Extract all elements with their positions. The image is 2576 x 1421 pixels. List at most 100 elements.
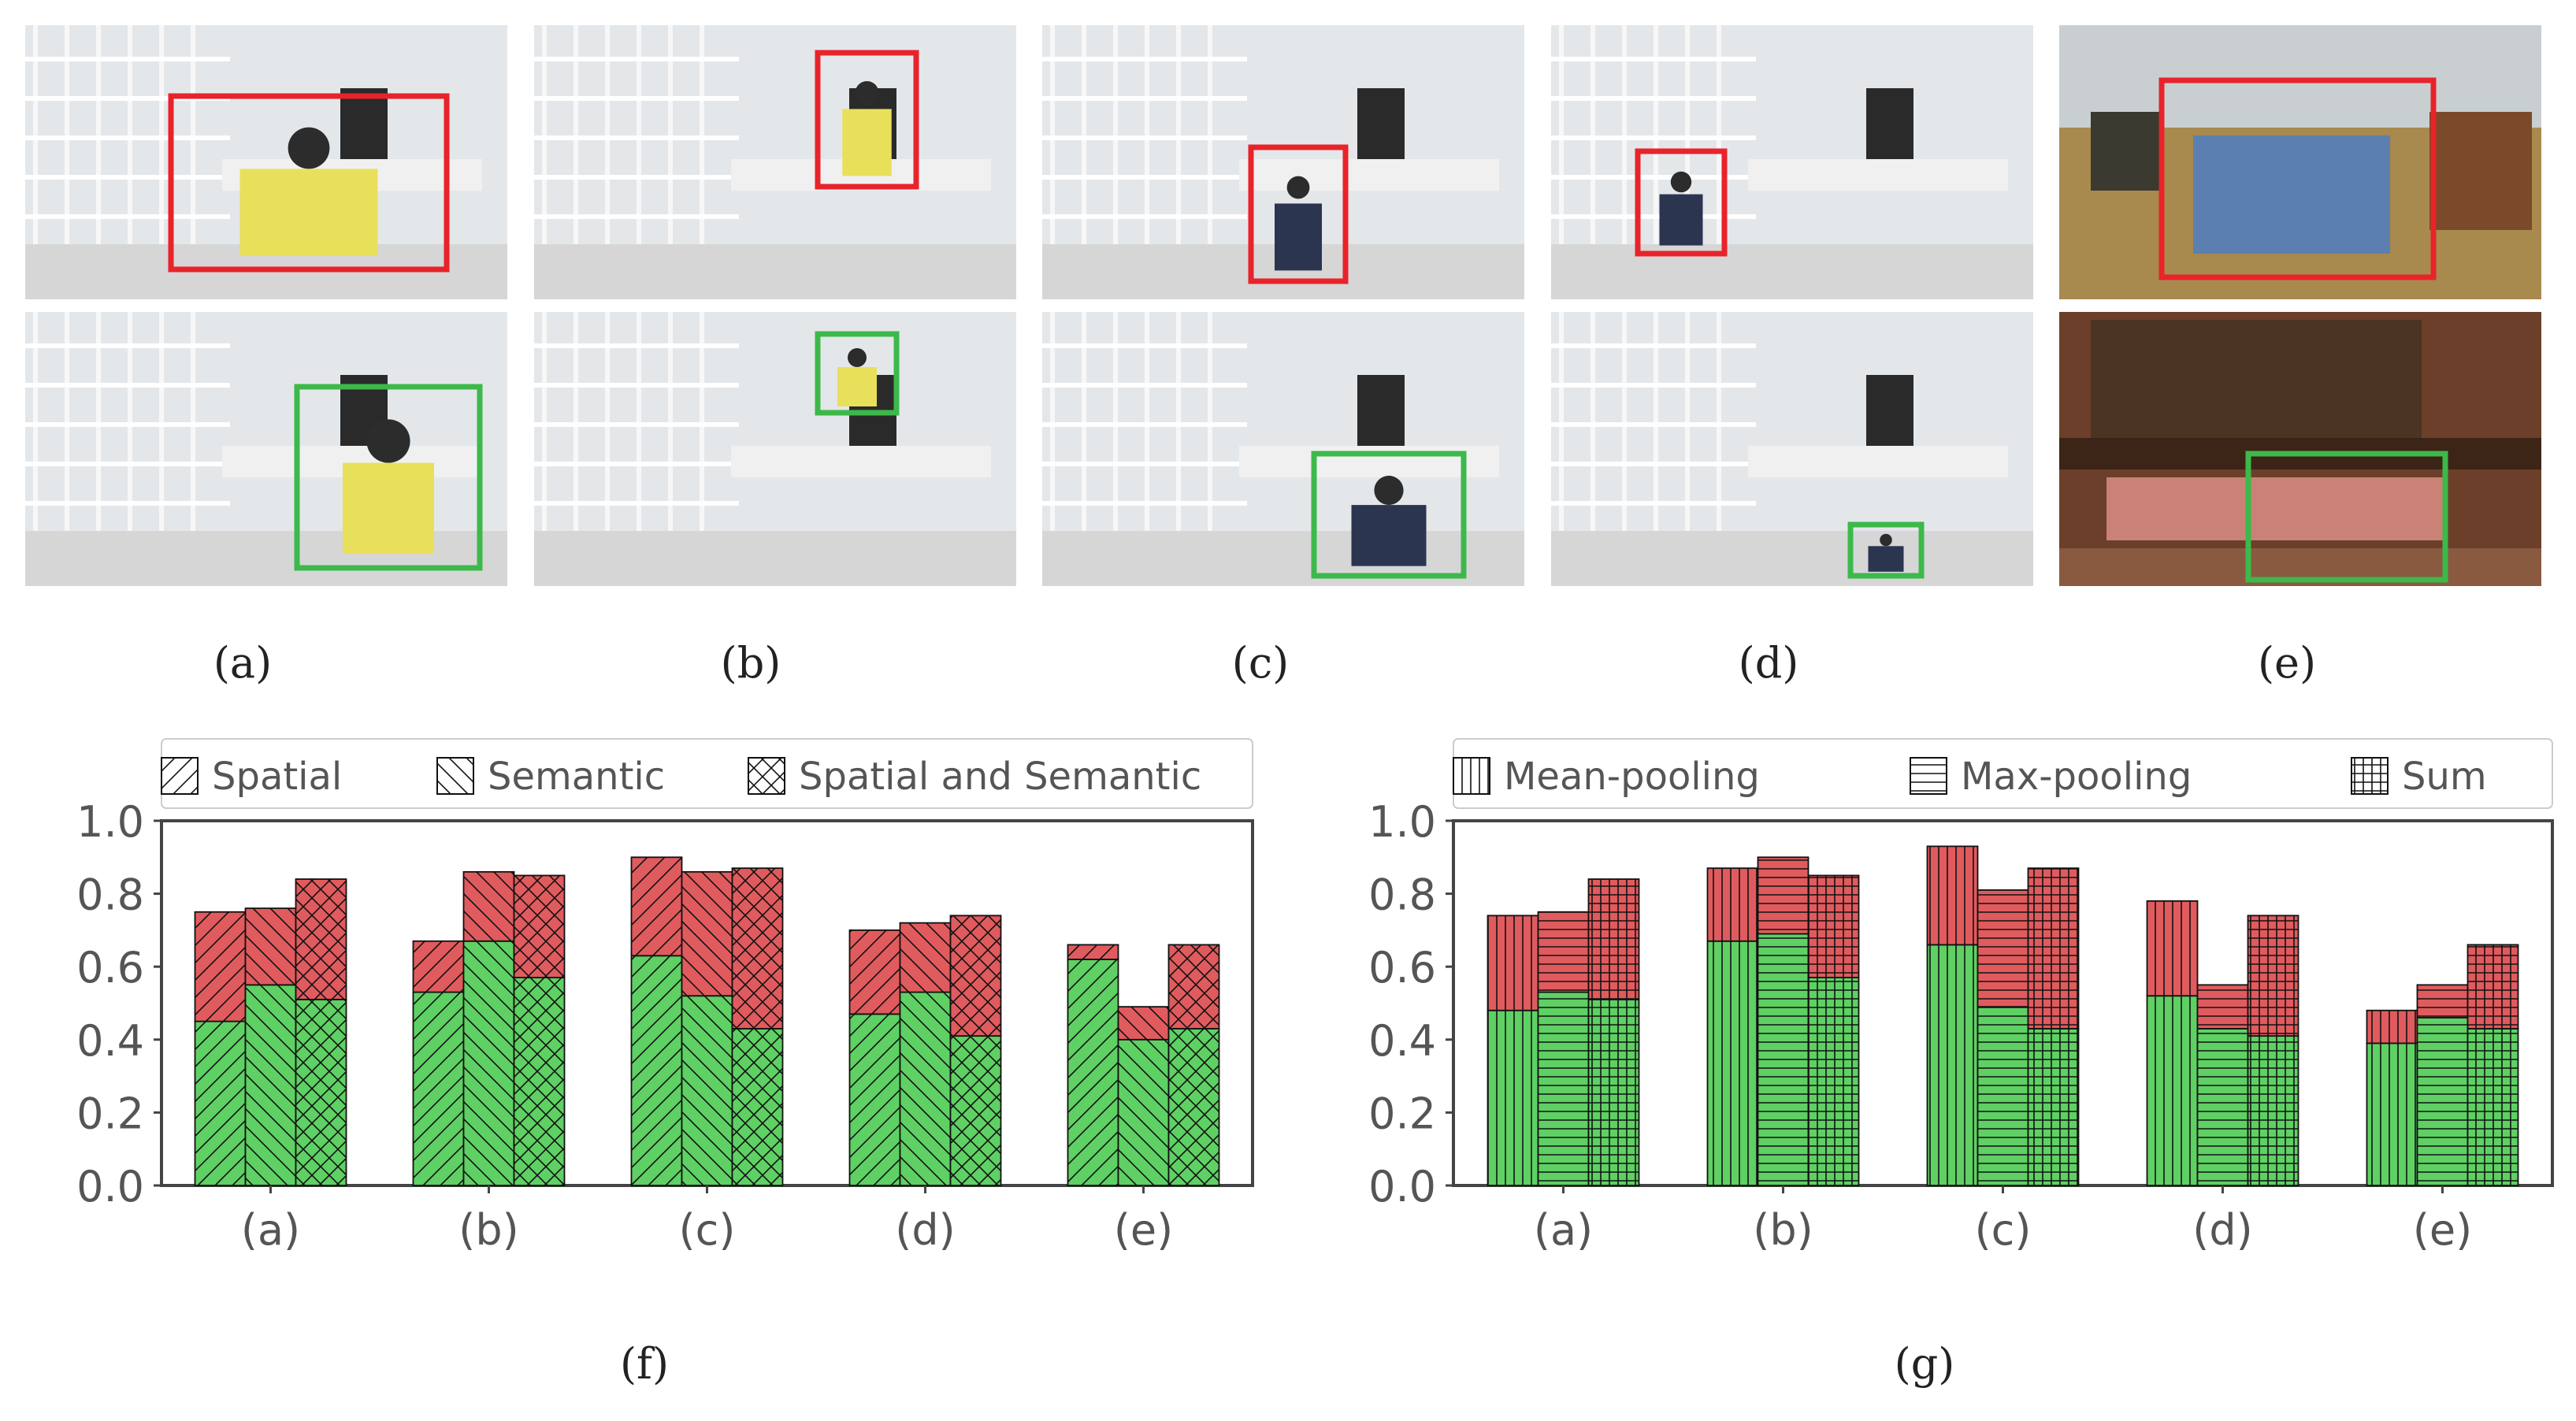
y-tick-label: 0.6 bbox=[76, 943, 144, 992]
scene-illustration bbox=[1551, 312, 2033, 586]
legend-label: Spatial bbox=[212, 755, 342, 799]
bar-upper-hatch bbox=[2416, 984, 2469, 1018]
bar-upper-hatch bbox=[1706, 867, 1759, 942]
bar-upper-hatch bbox=[2467, 944, 2519, 1030]
scene-illustration bbox=[534, 25, 1016, 299]
bar-upper-hatch bbox=[1537, 911, 1590, 993]
bar-lower-hatch bbox=[1537, 991, 1590, 1186]
chart-f-svg: 0.0 0.2 0.4 0.6 0.8 1.0 (a) (b) (c) (d) (e) Spatial… bbox=[76, 738, 1254, 1255]
bar-upper-hatch bbox=[1757, 856, 1810, 935]
y-tick-label: 0.0 bbox=[1368, 1162, 1436, 1211]
scene-photo bbox=[2059, 312, 2541, 586]
bar-upper-hatch bbox=[2366, 1009, 2418, 1044]
bar-lower-hatch bbox=[1587, 998, 1640, 1186]
bar-lower-hatch bbox=[1977, 1006, 2029, 1186]
chart-g: 0.0 0.2 0.4 0.6 0.8 1.0 (a) (b) (c) (d) (e) Mean-po… bbox=[1292, 725, 2576, 1292]
bar-lower-hatch bbox=[2416, 1017, 2469, 1186]
green-bounding-box bbox=[1847, 521, 1925, 579]
bar-lower-hatch bbox=[731, 1028, 784, 1186]
scene-illustration bbox=[534, 312, 1016, 586]
x-tick-label: (c) bbox=[1975, 1205, 2032, 1255]
y-tick-label: 0.6 bbox=[1368, 943, 1436, 992]
bar-lower-hatch bbox=[462, 940, 515, 1186]
bar-upper-hatch bbox=[949, 915, 1002, 1037]
x-tick-label: (e) bbox=[1114, 1205, 1173, 1255]
bar-upper-hatch bbox=[295, 878, 347, 1000]
bar-upper-hatch bbox=[2027, 867, 2080, 1030]
chart-f: 0.0 0.2 0.4 0.6 0.8 1.0 (a) (b) (c) (d) (e) Spatial… bbox=[0, 725, 1276, 1292]
x-tick-label: (c) bbox=[679, 1205, 736, 1255]
bar-lower-hatch bbox=[2196, 1028, 2249, 1186]
bar-lower-hatch bbox=[412, 991, 465, 1186]
scene-illustration bbox=[1042, 25, 1524, 299]
scene-illustration bbox=[25, 312, 507, 586]
legend-label: Max-pooling bbox=[1961, 755, 2192, 799]
bar-upper-hatch bbox=[1587, 878, 1640, 1000]
bar-upper-hatch bbox=[2247, 915, 2299, 1037]
y-tick-label: 0.8 bbox=[1368, 870, 1436, 920]
bar-upper-hatch bbox=[1807, 874, 1860, 978]
bar-lower-hatch bbox=[2467, 1028, 2519, 1186]
legend-label: Spatial and Semantic bbox=[799, 755, 1201, 799]
legend-swatch-hatch bbox=[161, 757, 199, 795]
red-bounding-box bbox=[168, 93, 450, 273]
scene-photo bbox=[2059, 25, 2541, 299]
legend-swatch-hatch bbox=[436, 757, 474, 795]
bar-lower-hatch bbox=[1487, 1009, 1539, 1186]
chart-caption-g: (g) bbox=[1894, 1339, 1955, 1389]
scene-photo bbox=[534, 312, 1016, 586]
bar-lower-hatch bbox=[1067, 959, 1119, 1186]
scene-photo bbox=[534, 25, 1016, 299]
photo-caption-a: (a) bbox=[213, 638, 273, 688]
green-bounding-box bbox=[294, 384, 483, 571]
scene-illustration bbox=[1042, 312, 1524, 586]
bar-lower-hatch bbox=[630, 955, 683, 1186]
red-bounding-box bbox=[815, 50, 919, 190]
bar-lower-hatch bbox=[681, 995, 733, 1186]
scene-photo bbox=[1042, 312, 1524, 586]
bar-lower-hatch bbox=[295, 998, 347, 1186]
bar-lower-hatch bbox=[1167, 1028, 1220, 1186]
bar-upper-hatch bbox=[1977, 889, 2029, 1008]
legend-label: Semantic bbox=[488, 755, 665, 799]
chart-g-svg: 0.0 0.2 0.4 0.6 0.8 1.0 (a) (b) (c) (d) (e) Mean-po… bbox=[1368, 738, 2554, 1255]
red-bounding-box bbox=[2158, 77, 2437, 280]
bar-upper-hatch bbox=[1117, 1006, 1170, 1041]
bar-lower-hatch bbox=[1757, 933, 1810, 1186]
bar-lower-hatch bbox=[2366, 1042, 2418, 1186]
x-tick-label: (a) bbox=[241, 1205, 300, 1255]
bar-lower-hatch bbox=[2146, 995, 2199, 1186]
bar-upper-hatch bbox=[244, 907, 297, 986]
legend: Mean-pooling Max-pooling Sum bbox=[1453, 738, 2553, 809]
bar-upper-hatch bbox=[462, 870, 515, 942]
photo-caption-e: (e) bbox=[2257, 638, 2317, 688]
bar-upper-hatch bbox=[2146, 900, 2199, 997]
green-bounding-box bbox=[1311, 451, 1467, 579]
y-tick-label: 0.8 bbox=[76, 870, 144, 920]
bar-lower-hatch bbox=[2027, 1028, 2080, 1186]
scene-photo bbox=[25, 312, 507, 586]
chart-caption-f: (f) bbox=[619, 1339, 670, 1389]
scene-illustration bbox=[1551, 25, 2033, 299]
bar-upper-hatch bbox=[513, 874, 566, 978]
bar-upper-hatch bbox=[681, 870, 733, 997]
photo-caption-b: (b) bbox=[720, 638, 781, 688]
bar-upper-hatch bbox=[1926, 845, 1979, 946]
scene-illustration bbox=[25, 25, 507, 299]
y-tick-label: 0.2 bbox=[1368, 1089, 1436, 1138]
green-bounding-box bbox=[815, 331, 900, 416]
bar-lower-hatch bbox=[1807, 977, 1860, 1186]
x-tick-label: (b) bbox=[1753, 1205, 1813, 1255]
bar-upper-hatch bbox=[630, 856, 683, 957]
y-tick-label: 0.4 bbox=[76, 1016, 144, 1066]
scene-photo bbox=[25, 25, 507, 299]
bar-upper-hatch bbox=[731, 867, 784, 1030]
bar-lower-hatch bbox=[244, 984, 297, 1186]
bar-lower-hatch bbox=[848, 1013, 901, 1186]
red-bounding-box bbox=[1635, 148, 1728, 257]
bar-lower-hatch bbox=[2247, 1035, 2299, 1186]
legend-swatch-hatch bbox=[748, 757, 785, 795]
green-bounding-box bbox=[2245, 451, 2448, 583]
bar-lower-hatch bbox=[194, 1020, 247, 1186]
bar-lower-hatch bbox=[1706, 940, 1759, 1186]
